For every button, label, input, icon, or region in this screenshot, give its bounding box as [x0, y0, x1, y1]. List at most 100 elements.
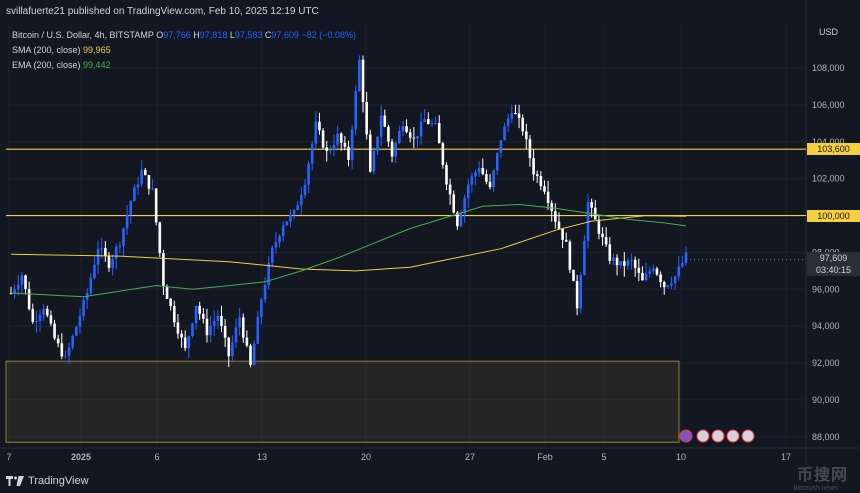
candle-body [53, 323, 56, 339]
candle-body [183, 337, 187, 349]
candle-body [633, 259, 637, 268]
candle-body [238, 317, 241, 328]
y-tick-label: 88,000 [812, 432, 840, 442]
candle-body [343, 142, 347, 147]
candle-body [158, 222, 162, 254]
ema-line [10, 203, 687, 298]
candle-body [423, 119, 427, 122]
x-tick-label: 6 [154, 452, 159, 462]
x-tick-label: 5 [601, 452, 606, 462]
candle-body [481, 168, 485, 175]
candle-body [13, 289, 16, 294]
candle-body [619, 261, 622, 266]
candle-body [659, 274, 662, 282]
candle-body [466, 184, 470, 198]
candle-body [463, 197, 466, 214]
candle-body [20, 275, 24, 285]
candle-body [459, 213, 463, 227]
x-tick-label: 17 [781, 452, 791, 462]
candle-body [379, 115, 383, 137]
publisher-line: svillafuerte21 published on TradingView.… [6, 6, 319, 17]
y-tick-label: 90,000 [812, 395, 840, 405]
ohlc-row: Bitcoin / U.S. Dollar, 4h, BITSTAMP O97,… [12, 28, 356, 43]
candle-body [543, 186, 546, 192]
candle-body [285, 221, 289, 226]
candle-body [56, 338, 60, 344]
candle-body [60, 343, 64, 357]
candle-body [401, 126, 405, 132]
sma-line [10, 215, 687, 272]
candle-body [662, 281, 666, 288]
footer-brand[interactable]: TradingView [6, 475, 89, 487]
candle-body [332, 144, 336, 150]
candle-body [681, 262, 684, 267]
candle-body [499, 140, 503, 153]
candle-body [129, 201, 133, 215]
candle-body [390, 141, 394, 157]
event-lightning-icon [679, 429, 693, 443]
candle-body [176, 322, 180, 334]
candle-body [477, 168, 481, 173]
candle-body [350, 129, 354, 160]
candle-body [274, 242, 278, 248]
candle-body [354, 91, 358, 130]
x-tick-label: Feb [537, 452, 553, 462]
candle-body [666, 285, 670, 288]
candle-body [245, 337, 249, 346]
candle-body [572, 269, 575, 282]
candle-body [456, 212, 459, 227]
candle-body [561, 228, 564, 240]
candle-body [314, 121, 318, 144]
sma-row[interactable]: SMA (200, close) 99,965 [12, 43, 356, 58]
candle-body [612, 257, 615, 261]
candle-body [296, 205, 299, 211]
candle-body [361, 59, 365, 103]
candle-body [78, 315, 82, 327]
candle-body [281, 225, 285, 236]
candle-body [260, 299, 263, 318]
candle-body [107, 255, 111, 268]
candle-body [448, 184, 452, 195]
ema-row[interactable]: EMA (200, close) 99,442 [12, 58, 356, 73]
high-value: 97,818 [199, 30, 228, 40]
candle-body [227, 337, 231, 357]
close-value: 97,609 [271, 30, 299, 40]
candle-body [42, 308, 45, 315]
candle-body [583, 240, 586, 275]
x-tick-label: 2025 [71, 452, 91, 462]
ema-value: 99,442 [83, 60, 111, 70]
candle-body [430, 123, 434, 125]
candle-body [198, 305, 202, 314]
candle-body [249, 345, 252, 366]
candle-body [532, 157, 535, 175]
candle-body [492, 170, 495, 188]
candle-body [539, 176, 543, 187]
candle-body [223, 325, 227, 338]
candle-body [49, 315, 53, 324]
candle-body [147, 175, 151, 189]
open-label: O [156, 30, 164, 40]
candle-body [670, 283, 673, 286]
candle-body [231, 342, 234, 357]
candle-body [673, 276, 677, 284]
candle-body [434, 122, 437, 124]
candle-body [615, 257, 619, 266]
candle-body [71, 335, 74, 348]
candle-body [510, 113, 514, 119]
currency-label[interactable]: USD [818, 27, 838, 37]
candle-body [408, 132, 412, 138]
candle-body [75, 326, 78, 336]
y-tick-label: 104,000 [812, 137, 845, 147]
candle-body [368, 134, 372, 172]
candle-body [485, 174, 488, 182]
y-tick-label: 102,000 [812, 174, 845, 184]
candle-body [194, 305, 198, 324]
tradingview-brand: TradingView [28, 475, 89, 487]
candle-body [557, 221, 561, 229]
candle-body [590, 202, 593, 208]
candle-body [180, 333, 183, 338]
y-tick-label: 96,000 [812, 284, 840, 294]
candle-body [604, 237, 608, 245]
candle-body [608, 244, 612, 261]
